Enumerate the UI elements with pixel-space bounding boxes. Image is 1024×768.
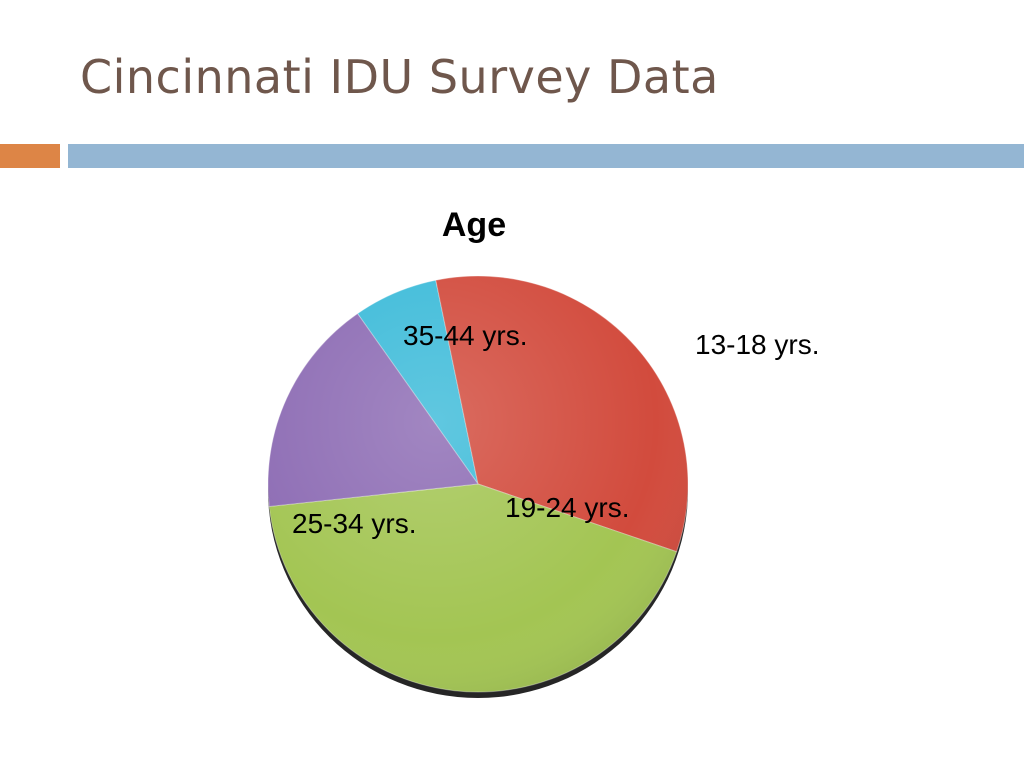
pie-label-25-34-yrs: 25-34 yrs.	[292, 508, 417, 539]
pie-label-35-44-yrs: 35-44 yrs.	[403, 320, 528, 351]
pie-labels: 13-18 yrs. 19-24 yrs. 25-34 yrs. 35-44 yrs.	[292, 320, 820, 539]
title-accent-bar	[0, 144, 60, 168]
chart-title: Age	[441, 206, 507, 244]
title-rule-bar	[68, 144, 1024, 168]
slide-title: Cincinnati IDU Survey Data	[80, 50, 719, 104]
pie-label-19-24-yrs: 19-24 yrs.	[505, 492, 630, 523]
pie-label-13-18-yrs: 13-18 yrs.	[695, 329, 820, 360]
